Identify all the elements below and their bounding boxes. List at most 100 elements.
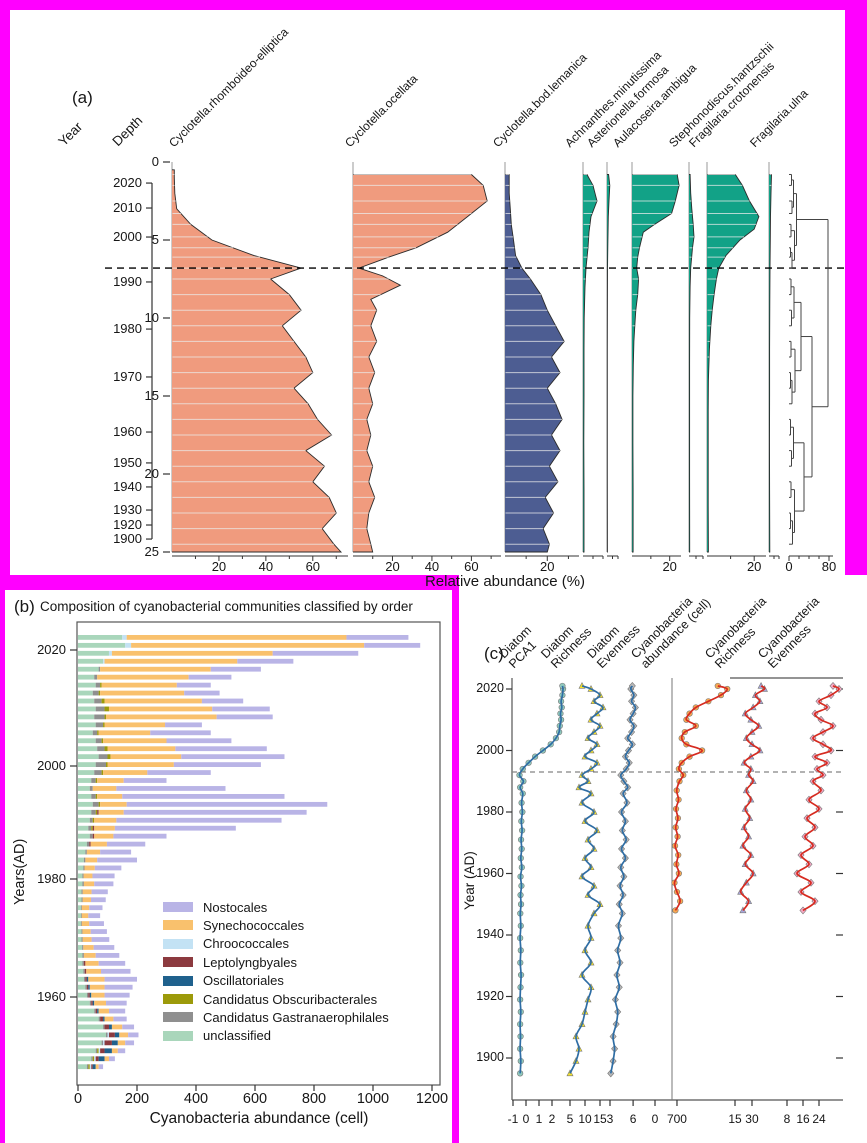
panel-c-x-tick-label: 2 [548, 1112, 556, 1126]
legend-item: Candidatus Obscuribacterales [163, 991, 378, 1007]
panel-c-year-tick-label: 1900 [476, 1050, 504, 1064]
panel-b-y-tick-label: 1960 [37, 989, 66, 1004]
panel-a-x-tick-label: 20 [385, 559, 400, 574]
legend-swatch [163, 957, 193, 968]
species-label: Fragilaria.ulna [747, 86, 811, 150]
panel-c-x-tick-label: -1 [507, 1112, 519, 1126]
species-label: Cyclotella.rhomboideo-elliptica [166, 25, 292, 151]
year-tick-label: 1900 [113, 531, 142, 547]
panel-a-x-tick-label: 60 [464, 559, 479, 574]
panel-b-x-tick-label: 0 [73, 1091, 83, 1107]
frame-middle-border [0, 575, 452, 590]
panel-c-x-tick-label: 1 [535, 1112, 543, 1126]
panel-b-left-border [0, 590, 5, 1143]
panel-c-x-tick-label: 3 [606, 1112, 614, 1126]
panel-c-letter: (c) [484, 644, 504, 663]
legend-label: unclassified [203, 1028, 271, 1044]
panel-a-x-tick-label: 20 [746, 559, 762, 574]
panel-b-letter: (b) [14, 597, 35, 616]
legend-item: unclassified [163, 1028, 271, 1044]
legend-swatch [163, 938, 193, 949]
year-tick-label: 1930 [113, 502, 142, 518]
panel-c-year-tick-label: 1920 [476, 988, 504, 1003]
panel-a-x-tick-label: 40 [424, 559, 440, 574]
year-axis-label: Year [55, 119, 86, 149]
panel-b-x-tick-label: 200 [124, 1091, 150, 1107]
legend-swatch [163, 920, 193, 931]
panel-c-column-label: Cyanobacteria abundance (cell) [628, 594, 713, 671]
depth-axis-label: Depth [109, 112, 146, 149]
dendrogram-tick-label: 0 [785, 559, 793, 574]
legend-swatch [163, 975, 193, 986]
panel-c-year-tick-label: 1940 [476, 927, 504, 941]
legend-label: Leptolyngbyales [203, 954, 297, 970]
legend-swatch [163, 902, 193, 912]
legend-swatch [163, 1030, 193, 1041]
panel-c-x-tick-label: 8 [783, 1112, 791, 1126]
panel-c-x-tick-label: 30 [745, 1112, 759, 1126]
panel-b-title: Composition of cyanobacterial communitie… [40, 599, 413, 614]
panel-b-y-tick-label: 1980 [37, 871, 66, 886]
depth-tick-label: 20 [144, 466, 159, 481]
panel-c-x-tick-label: 0 [651, 1112, 659, 1126]
panel-a-x-tick-label: 20 [540, 559, 555, 574]
panel-b-x-tick-label: 600 [242, 1091, 268, 1107]
legend-label: Candidatus Obscuribacterales [203, 991, 378, 1007]
year-tick-label: 1970 [113, 368, 142, 384]
legend-item: Nostocales [163, 899, 268, 915]
legend-item: Leptolyngbyales [163, 954, 297, 970]
panel-c-column-label: Diatom Evenness [584, 621, 643, 671]
depth-tick-label: 10 [144, 310, 159, 325]
legend-label: Oscillatoriales [203, 973, 284, 989]
panel-b-x-tick-label: 800 [301, 1091, 327, 1107]
legend-item: Oscillatoriales [163, 973, 284, 989]
year-tick-label: 1940 [113, 478, 142, 494]
panel-c-ylabel: Year (AD) [462, 851, 477, 910]
panel-b-right-border [452, 575, 459, 1143]
legend-item: Synechococcales [163, 918, 304, 933]
panel-c-year-tick-label: 1960 [476, 865, 504, 880]
legend-swatch [163, 994, 193, 1004]
year-tick-label: 1990 [113, 273, 142, 289]
frame-left-border [0, 0, 10, 590]
relative-abundance-axis-title: Relative abundance (%) [424, 573, 586, 590]
panel-a-letter: (a) [72, 88, 93, 107]
depth-tick-label: 5 [151, 232, 159, 247]
panel-b-x-tick-label: 1000 [356, 1091, 390, 1107]
year-tick-label: 1980 [113, 321, 142, 337]
legend-label: Candidatus Gastranaerophilales [203, 1009, 389, 1025]
panel-c-x-tick-label: 15 [728, 1112, 742, 1126]
panel-c-x-tick-label: 24 [812, 1112, 826, 1126]
panel-c-x-tick-label: 6 [629, 1112, 637, 1126]
depth-tick-label: 0 [151, 154, 159, 169]
panel-a-x-tick-label: 20 [211, 559, 227, 574]
panel-c-x-tick-label: 0 [522, 1112, 530, 1126]
panel-b-y-tick-label: 2020 [37, 642, 66, 657]
panel-a-x-tick-label: 40 [258, 559, 274, 574]
panel-b-xlabel: Cyanobacteria abundance (cell) [149, 1110, 369, 1127]
legend-item: Candidatus Gastranaerophilales [163, 1009, 389, 1025]
panel-a-x-tick-label: 60 [305, 559, 321, 574]
panel-a-x-tick-label: 20 [662, 559, 677, 574]
panel-c-year-tick-label: 2000 [476, 742, 504, 757]
panel-c-x-tick-label: 16 [796, 1112, 810, 1126]
legend-swatch [163, 1012, 193, 1023]
panel-c-x-tick-label: 700 [666, 1112, 687, 1126]
frame-right-border [845, 0, 867, 575]
panel-c-column-label: Diatom Richness [538, 623, 595, 671]
panel-c-x-tick-label: 10 [578, 1112, 592, 1126]
panel-c-year-tick-label: 1980 [476, 804, 504, 818]
year-tick-label: 2000 [113, 229, 142, 245]
panel-c-x-tick-label: 15 [593, 1112, 607, 1126]
panel-b-x-tick-label: 400 [183, 1091, 209, 1107]
year-tick-label: 1960 [113, 424, 142, 440]
year-tick-label: 2010 [113, 200, 142, 216]
panel-c-year-tick-label: 2020 [476, 681, 504, 695]
panel-c-column-label: Diatom PCA1 [496, 623, 539, 671]
year-tick-label: 2020 [113, 175, 142, 191]
panel-b-x-tick-label: 1200 [415, 1091, 449, 1107]
panel-c-x-tick-label: 5 [566, 1112, 574, 1126]
dendrogram-tick-label: 80 [821, 559, 837, 574]
legend-label: Nostocales [203, 899, 268, 915]
